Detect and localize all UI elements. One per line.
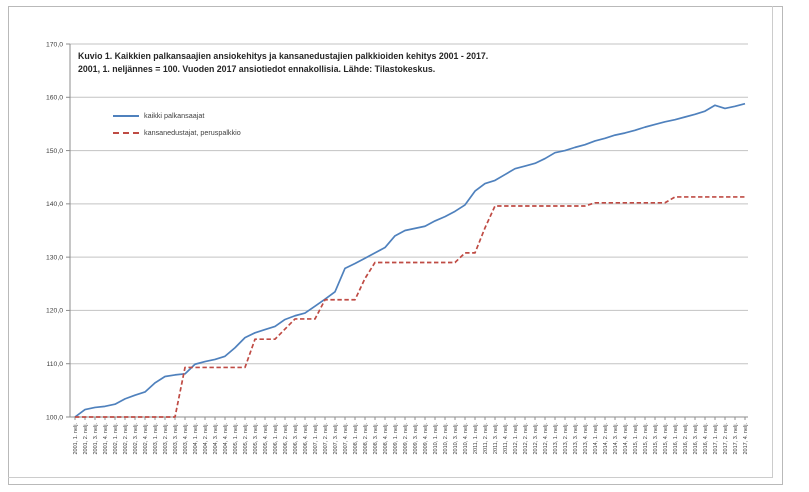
x-tick-label: 2013, 3. nelj.: [573, 423, 579, 455]
x-tick-label: 2016, 3. nelj.: [693, 423, 699, 455]
page-border: [8, 6, 783, 485]
x-tick-label: 2004, 4. nelj.: [223, 423, 229, 455]
legend-label: kansanedustajat, peruspalkkio: [144, 128, 241, 137]
y-tick-label: 130,0: [46, 254, 63, 261]
x-tick-label: 2006, 2. nelj.: [283, 423, 289, 455]
x-tick-label: 2016, 4. nelj.: [703, 423, 709, 455]
x-tick-label: 2001, 3. nelj.: [93, 423, 99, 455]
x-axis-labels: 2001, 1. nelj. 2001, 2. nelj. 2001, 3. nel…: [73, 423, 749, 455]
x-tick-label: 2012, 3. nelj.: [533, 423, 539, 455]
x-tick-label: 2007, 2. nelj.: [323, 423, 329, 455]
x-tick-label: 2014, 1. nelj.: [593, 423, 599, 455]
x-tick-label: 2017, 1. nelj.: [713, 423, 719, 455]
x-tick-label: 2004, 3. nelj.: [213, 423, 219, 455]
x-tick-label: 2002, 1. nelj.: [113, 423, 119, 455]
x-tick-label: 2003, 2. nelj.: [163, 423, 169, 455]
x-tick-label: 2010, 1. nelj.: [433, 423, 439, 455]
x-tick-label: 2012, 2. nelj.: [523, 423, 529, 455]
x-tick-label: 2003, 3. nelj.: [173, 423, 179, 455]
x-tick-label: 2005, 2. nelj.: [243, 423, 249, 455]
x-tick-label: 2010, 3. nelj.: [453, 423, 459, 455]
axes: [66, 43, 748, 420]
legend-dashed-line-swatch: [113, 131, 139, 134]
x-tick-label: 2010, 4. nelj.: [463, 423, 469, 455]
series-line-kaikki-palkansaajat: [74, 102, 746, 418]
chart-frame-bottom-edge: [8, 477, 772, 478]
gridlines: [70, 43, 748, 365]
x-tick-label: 2012, 4. nelj.: [543, 423, 549, 455]
x-tick-label: 2005, 1. nelj.: [233, 423, 239, 455]
x-tick-label: 2014, 3. nelj.: [613, 423, 619, 455]
x-tick-label: 2009, 1. nelj.: [393, 423, 399, 455]
x-tick-label: 2002, 4. nelj.: [143, 423, 149, 455]
y-axis-labels: 100,0 110,0 120,0 130,0 140,0 150,0 160,0 170,0: [46, 41, 63, 421]
x-tick-label: 2007, 1. nelj.: [313, 423, 319, 455]
x-tick-label: 2008, 4. nelj.: [383, 423, 389, 455]
x-tick-label: 2009, 4. nelj.: [423, 423, 429, 455]
x-tick-label: 2007, 4. nelj.: [343, 423, 349, 455]
x-tick-label: 2005, 3. nelj.: [253, 423, 259, 455]
x-tick-label: 2016, 2. nelj.: [683, 423, 689, 455]
x-tick-label: 2006, 3. nelj.: [293, 423, 299, 455]
chart-title-line2: 2001, 1. neljännes = 100. Vuoden 2017 an…: [78, 64, 436, 74]
x-tick-label: 2017, 3. nelj.: [733, 423, 739, 455]
x-tick-label: 2003, 4. nelj.: [183, 423, 189, 455]
x-tick-label: 2014, 2. nelj.: [603, 423, 609, 455]
x-tick-label: 2011, 3. nelj.: [493, 423, 499, 455]
x-tick-label: 2005, 4. nelj.: [263, 423, 269, 455]
series-line-kansanedustajat-peruspalkkio: [75, 196, 745, 418]
x-tick-label: 2013, 2. nelj.: [563, 423, 569, 455]
x-tick-label: 2004, 1. nelj.: [193, 423, 199, 455]
x-tick-label: 2011, 1. nelj.: [473, 423, 479, 455]
x-tick-label: 2014, 4. nelj.: [623, 423, 629, 455]
x-tick-label: 2002, 3. nelj.: [133, 423, 139, 455]
x-tick-label: 2006, 1. nelj.: [273, 423, 279, 455]
x-tick-label: 2001, 1. nelj.: [73, 423, 79, 455]
x-tick-label: 2015, 2. nelj.: [643, 423, 649, 455]
x-tick-label: 2008, 3. nelj.: [373, 423, 379, 455]
chart-title: Kuvio 1. Kaikkien palkansaajien ansiokeh…: [78, 50, 678, 76]
x-tick-label: 2009, 2. nelj.: [403, 423, 409, 455]
x-tick-label: 2009, 3. nelj.: [413, 423, 419, 455]
x-tick-label: 2008, 1. nelj.: [353, 423, 359, 455]
chart-frame-right-edge: [772, 6, 773, 478]
chart-legend: kaikki palkansaajat kansanedustajat, per…: [113, 107, 241, 141]
legend-label: kaikki palkansaajat: [144, 111, 205, 120]
x-tick-label: 2010, 2. nelj.: [443, 423, 449, 455]
x-tick-label: 2013, 1. nelj.: [553, 423, 559, 455]
y-tick-label: 160,0: [46, 95, 63, 102]
legend-item-kansanedustajat-peruspalkkio: kansanedustajat, peruspalkkio: [113, 124, 241, 141]
x-tick-label: 2012, 1. nelj.: [513, 423, 519, 455]
y-tick-label: 150,0: [46, 148, 63, 155]
x-tick-label: 2016, 1. nelj.: [673, 423, 679, 455]
x-tick-label: 2006, 4. nelj.: [303, 423, 309, 455]
x-tick-label: 2002, 2. nelj.: [123, 423, 129, 455]
x-tick-label: 2011, 4. nelj.: [503, 423, 509, 455]
x-tick-label: 2003, 1. nelj.: [153, 423, 159, 455]
x-tick-label: 2015, 4. nelj.: [663, 423, 669, 455]
legend-solid-line-swatch: [113, 114, 139, 117]
x-tick-label: 2013, 4. nelj.: [583, 423, 589, 455]
legend-item-kaikki-palkansaajat: kaikki palkansaajat: [113, 107, 241, 124]
x-tick-label: 2001, 2. nelj.: [83, 423, 89, 455]
y-tick-label: 110,0: [46, 361, 63, 368]
chart-title-line1: Kuvio 1. Kaikkien palkansaajien ansiokeh…: [78, 51, 489, 61]
x-tick-label: 2007, 3. nelj.: [333, 423, 339, 455]
x-tick-label: 2004, 2. nelj.: [203, 423, 209, 455]
x-tick-label: 2008, 2. nelj.: [363, 423, 369, 455]
x-tick-label: 2017, 2. nelj.: [723, 423, 729, 455]
y-tick-label: 170,0: [46, 41, 63, 48]
x-tick-label: 2011, 2. nelj.: [483, 423, 489, 455]
y-tick-label: 120,0: [46, 308, 63, 315]
x-tick-label: 2015, 3. nelj.: [653, 423, 659, 455]
x-tick-label: 2017, 4. nelj.: [743, 423, 749, 455]
x-tick-label: 2015, 1. nelj.: [633, 423, 639, 455]
y-tick-label: 100,0: [46, 414, 63, 421]
y-tick-label: 140,0: [46, 201, 63, 208]
x-tick-label: 2001, 4. nelj.: [103, 423, 109, 455]
